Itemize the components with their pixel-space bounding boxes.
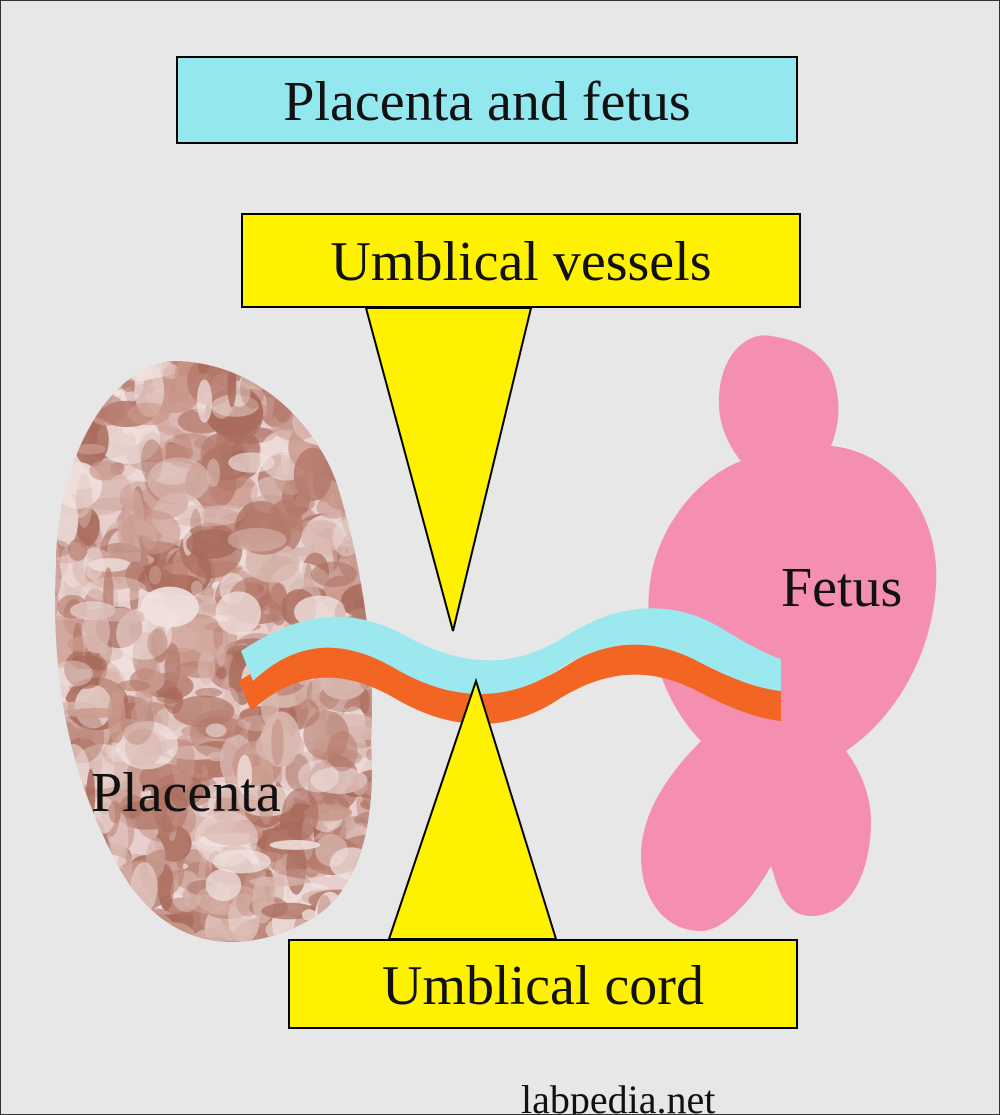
watermark: labpedia.net bbox=[521, 1076, 715, 1115]
label-fetus: Fetus bbox=[781, 556, 902, 620]
callout-umbilical-vessels-text: Umblical vessels bbox=[330, 231, 711, 293]
label-placenta: Placenta bbox=[91, 761, 281, 825]
callout-umbilical-cord: Umblical cord bbox=[288, 939, 798, 1029]
diagram-title-text: Placenta and fetus bbox=[283, 71, 690, 133]
diagram-canvas: Placenta and fetus Umblical vessels Umbl… bbox=[0, 0, 1000, 1115]
diagram-title: Placenta and fetus bbox=[176, 56, 798, 144]
callout-umbilical-cord-text: Umblical cord bbox=[382, 955, 704, 1017]
callout-umbilical-vessels: Umblical vessels bbox=[241, 213, 801, 308]
